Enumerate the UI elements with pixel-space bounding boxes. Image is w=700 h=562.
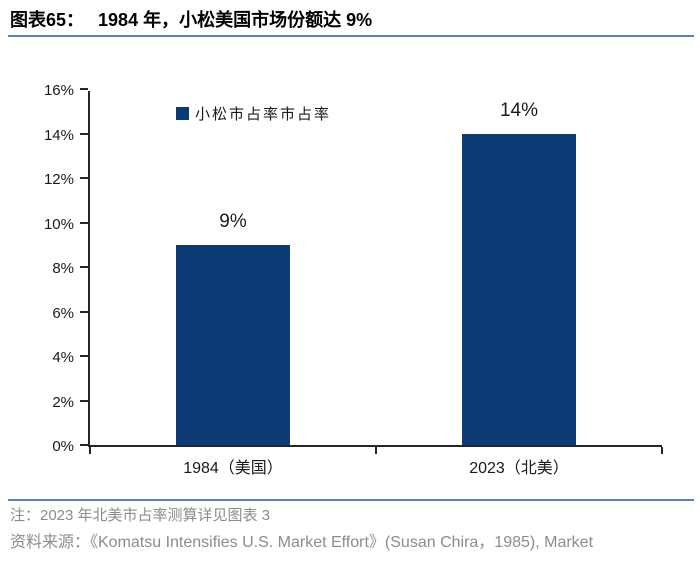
x-axis-category-label: 2023（北美） (469, 460, 569, 477)
figure-title: 图表65： 1984 年，小松美国市场份额达 9% (10, 6, 372, 32)
title-divider-line (8, 35, 694, 37)
chart-source: 资料来源：《Komatsu Intensifies U.S. Market Ef… (10, 534, 594, 551)
square-swatch-icon (176, 107, 189, 120)
bar-1984（美国） (175, 244, 291, 445)
x-axis-tick-mark (661, 447, 663, 454)
y-axis-tick-mark (80, 355, 88, 357)
chart-note: 注：2023 年北美市占率测算详见图表 3 (10, 507, 271, 524)
y-axis-tick-label: 8% (52, 260, 74, 277)
y-axis-tick-mark (80, 266, 88, 268)
y-axis-tick-label: 4% (52, 349, 74, 366)
bar-2023（北美） (461, 133, 577, 445)
y-axis-tick-mark (80, 88, 88, 90)
bar-value-label: 14% (499, 99, 538, 121)
x-axis-category-label: 1984（美国） (183, 460, 283, 477)
bar-value-label: 9% (219, 210, 247, 232)
y-axis-tick-label: 6% (52, 304, 74, 322)
y-axis-tick-mark (80, 177, 88, 179)
figure-number-label: 图表65： (10, 10, 85, 30)
y-axis: 0% 2% 4% 6% 8% 10% 12% 14% 16% (0, 82, 78, 455)
footer-divider-line (8, 499, 694, 501)
chart-legend: 小松市占率市占率 (176, 103, 331, 124)
y-axis-tick-label: 16% (43, 82, 74, 99)
x-axis-tick-mark (375, 447, 377, 454)
y-axis-tick-label: 12% (43, 171, 74, 188)
y-axis-tick-label: 10% (43, 215, 74, 233)
x-axis-tick-mark (89, 447, 91, 454)
y-axis-tick-mark (80, 399, 88, 402)
y-axis-tick-mark (80, 310, 88, 313)
y-axis-tick-label: 2% (52, 393, 74, 411)
y-axis-tick-label: 14% (43, 126, 74, 144)
y-axis-tick-label: 0% (52, 438, 74, 455)
figure-title-text: 1984 年，小松美国市场份额达 9% (98, 10, 373, 30)
plot-area: 小松市占率市占率 9% 1984（美国） 14% 2023（北美） (80, 88, 663, 477)
legend-series-label: 小松市占率市占率 (195, 106, 332, 123)
y-axis-tick-mark (80, 221, 88, 224)
y-axis-tick-mark (80, 132, 88, 135)
y-axis-tick-mark (80, 444, 88, 446)
